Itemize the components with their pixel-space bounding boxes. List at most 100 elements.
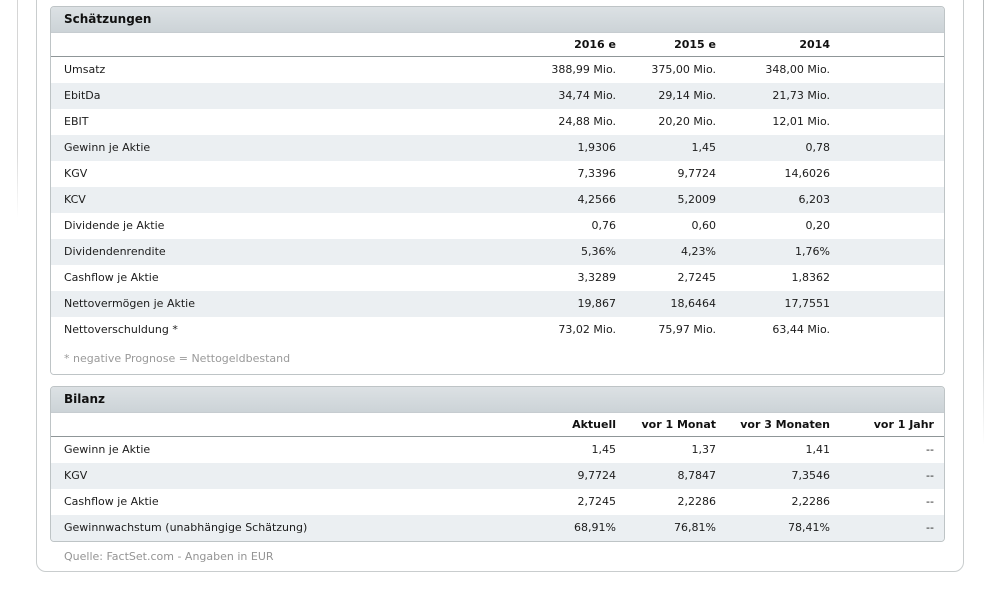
table-row: EbitDa 34,74 Mio. 29,14 Mio. 21,73 Mio.	[51, 83, 944, 109]
row-label: Gewinnwachstum (unabhängige Schätzung)	[64, 521, 308, 534]
balance-header-row: Aktuell vor 1 Monat vor 3 Monaten vor 1 …	[51, 413, 944, 437]
table-row: Cashflow je Aktie 2,7245 2,2286 2,2286 --	[51, 489, 944, 515]
spacer-cell	[830, 135, 944, 161]
spacer-header	[830, 33, 944, 57]
row-label: Cashflow je Aktie	[64, 495, 159, 508]
column-header-2015e: 2015 e	[616, 33, 716, 57]
table-row: Nettovermögen je Aktie 19,867 18,6464 17,75…	[51, 291, 944, 317]
spacer-cell	[830, 187, 944, 213]
row-value: 1,37	[691, 443, 717, 456]
row-value: 2,2286	[791, 495, 831, 508]
row-value: 29,14 Mio.	[658, 89, 716, 102]
row-value: 73,02 Mio.	[558, 323, 616, 336]
row-value: 14,6026	[784, 167, 831, 180]
row-label: KGV	[64, 469, 88, 482]
table-row: KGV 9,7724 8,7847 7,3546 --	[51, 463, 944, 489]
table-row: Gewinn je Aktie 1,9306 1,45 0,78	[51, 135, 944, 161]
row-value: 7,3546	[791, 469, 831, 482]
content-panel: Schätzungen 2016 e 2015 e 2014 Umsatz 388…	[36, 0, 964, 572]
row-value: --	[926, 521, 934, 534]
row-value: 2,2286	[677, 495, 717, 508]
column-header-vor-1-jahr: vor 1 Jahr	[830, 413, 944, 437]
row-value: 5,36%	[581, 245, 616, 258]
row-value: 21,73 Mio.	[772, 89, 830, 102]
balance-section: Bilanz Aktuell vor 1 Monat vor 3 Monaten…	[50, 386, 945, 542]
row-label: EbitDa	[64, 89, 101, 102]
row-value: 388,99 Mio.	[551, 63, 616, 76]
row-label: Cashflow je Aktie	[64, 271, 159, 284]
table-row: Umsatz 388,99 Mio. 375,00 Mio. 348,00 Mio.	[51, 57, 944, 84]
table-row: Nettoverschuldung * 73,02 Mio. 75,97 Mio. 6…	[51, 317, 944, 343]
row-label: KCV	[64, 193, 86, 206]
row-value: 75,97 Mio.	[658, 323, 716, 336]
estimates-footnote: * negative Prognose = Nettogeldbestand	[51, 343, 944, 374]
spacer-cell	[830, 239, 944, 265]
row-value: 1,8362	[791, 271, 831, 284]
row-value: 2,7245	[677, 271, 717, 284]
row-label: Nettoverschuldung *	[64, 323, 178, 336]
estimates-header-row: 2016 e 2015 e 2014	[51, 33, 944, 57]
estimates-section: Schätzungen 2016 e 2015 e 2014 Umsatz 388…	[50, 6, 945, 375]
table-row: Gewinn je Aktie 1,45 1,37 1,41 --	[51, 437, 944, 464]
row-label: Umsatz	[64, 63, 106, 76]
row-value: 9,7724	[677, 167, 717, 180]
column-header-aktuell: Aktuell	[516, 413, 616, 437]
row-value: 4,2566	[577, 193, 617, 206]
column-header-vor-3-monaten: vor 3 Monaten	[716, 413, 830, 437]
row-value: 6,203	[798, 193, 831, 206]
row-value: 1,41	[805, 443, 831, 456]
row-value: 68,91%	[574, 521, 616, 534]
row-value: 1,76%	[795, 245, 830, 258]
row-value: --	[926, 469, 934, 482]
row-value: 17,7551	[784, 297, 831, 310]
right-divider-line	[983, 0, 984, 445]
row-label: Gewinn je Aktie	[64, 141, 151, 154]
row-value: 0,78	[805, 141, 831, 154]
row-value: 76,81%	[674, 521, 716, 534]
table-row: KCV 4,2566 5,2009 6,203	[51, 187, 944, 213]
table-row: Dividende je Aktie 0,76 0,60 0,20	[51, 213, 944, 239]
column-header-2014: 2014	[716, 33, 830, 57]
table-row: Gewinnwachstum (unabhängige Schätzung) 68…	[51, 515, 944, 541]
row-value: 34,74 Mio.	[558, 89, 616, 102]
row-label-header	[51, 413, 516, 437]
spacer-cell	[830, 83, 944, 109]
row-value: 0,60	[691, 219, 717, 232]
spacer-cell	[830, 213, 944, 239]
row-value: 7,3396	[577, 167, 617, 180]
row-value: 12,01 Mio.	[772, 115, 830, 128]
row-value: 63,44 Mio.	[772, 323, 830, 336]
row-value: 8,7847	[677, 469, 717, 482]
row-value: 375,00 Mio.	[651, 63, 716, 76]
row-value: 1,45	[591, 443, 617, 456]
balance-table: Aktuell vor 1 Monat vor 3 Monaten vor 1 …	[51, 413, 944, 541]
estimates-table: 2016 e 2015 e 2014 Umsatz 388,99 Mio. 375,…	[51, 33, 944, 343]
row-value: 4,23%	[681, 245, 716, 258]
row-value: --	[926, 495, 934, 508]
row-label: Gewinn je Aktie	[64, 443, 151, 456]
source-note: Quelle: FactSet.com - Angaben in EUR	[64, 550, 274, 563]
row-label: Dividendenrendite	[64, 245, 166, 258]
row-label-header	[51, 33, 516, 57]
spacer-cell	[830, 109, 944, 135]
row-label: KGV	[64, 167, 88, 180]
row-value: 348,00 Mio.	[765, 63, 830, 76]
column-header-vor-1-monat: vor 1 Monat	[616, 413, 716, 437]
row-value: --	[926, 443, 934, 456]
table-row: KGV 7,3396 9,7724 14,6026	[51, 161, 944, 187]
row-label: Nettovermögen je Aktie	[64, 297, 195, 310]
row-value: 1,9306	[577, 141, 617, 154]
estimates-section-title: Schätzungen	[51, 7, 944, 33]
table-row: Dividendenrendite 5,36% 4,23% 1,76%	[51, 239, 944, 265]
spacer-cell	[830, 291, 944, 317]
row-value: 1,45	[691, 141, 717, 154]
row-value: 20,20 Mio.	[658, 115, 716, 128]
row-value: 18,6464	[670, 297, 717, 310]
column-header-2016e: 2016 e	[516, 33, 616, 57]
table-row: EBIT 24,88 Mio. 20,20 Mio. 12,01 Mio.	[51, 109, 944, 135]
row-value: 19,867	[577, 297, 617, 310]
spacer-cell	[830, 57, 944, 84]
spacer-cell	[830, 317, 944, 343]
row-label: EBIT	[64, 115, 89, 128]
